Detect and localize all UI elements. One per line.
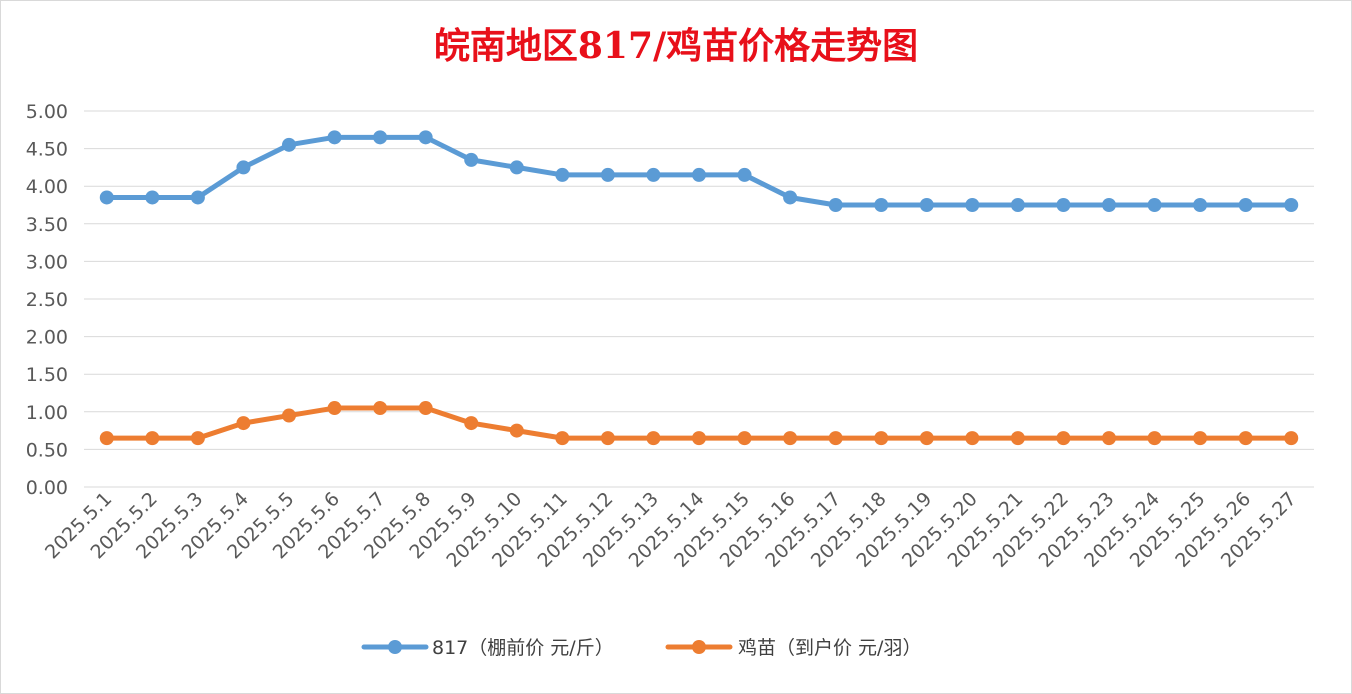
data-point — [919, 431, 934, 446]
data-point — [509, 160, 524, 175]
data-point — [783, 431, 798, 446]
data-point — [692, 167, 706, 182]
data-point — [828, 431, 843, 446]
legend-item: 817（棚前价 元/斤） — [361, 637, 614, 659]
data-point — [737, 167, 752, 182]
data-point — [1147, 198, 1162, 212]
y-tick-label: 4.50 — [26, 139, 68, 161]
data-point — [418, 401, 433, 416]
data-point — [600, 167, 615, 182]
data-point — [1056, 431, 1071, 446]
data-point — [874, 431, 889, 446]
legend-swatch-marker — [388, 640, 402, 654]
y-tick-label: 0.00 — [26, 477, 68, 499]
y-tick-label: 5.00 — [26, 101, 68, 123]
data-point — [555, 167, 570, 182]
data-point — [509, 423, 524, 438]
data-point — [418, 130, 433, 145]
data-point — [1102, 198, 1116, 212]
series-layer — [99, 130, 1299, 446]
legend-label: 鸡苗（到户价 元/羽） — [738, 637, 921, 659]
data-point — [464, 152, 479, 167]
data-point — [99, 190, 114, 205]
data-point — [1238, 198, 1253, 212]
legend-label: 817（棚前价 元/斤） — [432, 637, 614, 659]
y-axis-ticks: 0.00 0.50 1.00 1.50 2.00 2.50 3.00 3.50 4.00 4.50… — [26, 101, 68, 499]
series-1 — [99, 130, 1299, 212]
data-point — [783, 190, 798, 205]
data-point — [236, 416, 251, 431]
legend: 817（棚前价 元/斤） 鸡苗（到户价 元/羽） — [361, 637, 921, 659]
data-point — [646, 167, 661, 182]
data-point — [1193, 431, 1208, 446]
data-point — [965, 198, 980, 212]
data-point — [373, 130, 388, 145]
data-point — [1284, 431, 1299, 446]
data-point — [1238, 431, 1253, 446]
data-point — [919, 198, 934, 212]
data-point — [600, 431, 615, 446]
data-point — [965, 431, 980, 446]
data-point — [464, 416, 479, 431]
data-point — [1147, 431, 1162, 446]
y-tick-label: 4.00 — [26, 176, 68, 198]
y-tick-label: 1.00 — [26, 402, 68, 424]
y-tick-label: 3.50 — [26, 214, 68, 236]
legend-item: 鸡苗（到户价 元/羽） — [665, 637, 921, 659]
y-tick-label: 2.00 — [26, 327, 68, 349]
data-point — [282, 137, 296, 152]
data-point — [1193, 198, 1208, 212]
data-point — [145, 431, 160, 446]
y-tick-label: 3.00 — [26, 251, 68, 273]
data-point — [692, 431, 706, 446]
data-point — [282, 408, 296, 423]
y-tick-label: 1.50 — [26, 364, 68, 386]
data-point — [646, 431, 661, 446]
data-point — [236, 160, 251, 175]
data-point — [190, 431, 205, 446]
chart-title: 皖南地区817/鸡苗价格走势图 — [434, 25, 918, 67]
data-point — [190, 190, 205, 205]
y-tick-label: 2.50 — [26, 289, 68, 311]
data-point — [1284, 198, 1299, 212]
series-2 — [99, 401, 1299, 446]
data-point — [1056, 198, 1071, 212]
data-point — [555, 431, 570, 446]
data-point — [1102, 431, 1116, 446]
data-point — [99, 431, 114, 446]
data-point — [373, 401, 388, 416]
data-point — [1010, 198, 1025, 212]
data-point — [828, 198, 843, 212]
data-point — [327, 130, 342, 145]
legend-swatch-marker — [692, 640, 706, 654]
y-tick-label: 0.50 — [26, 439, 68, 461]
data-point — [1010, 431, 1025, 446]
data-point — [145, 190, 160, 205]
data-point — [737, 431, 752, 446]
data-point — [874, 198, 889, 212]
data-point — [327, 401, 342, 416]
